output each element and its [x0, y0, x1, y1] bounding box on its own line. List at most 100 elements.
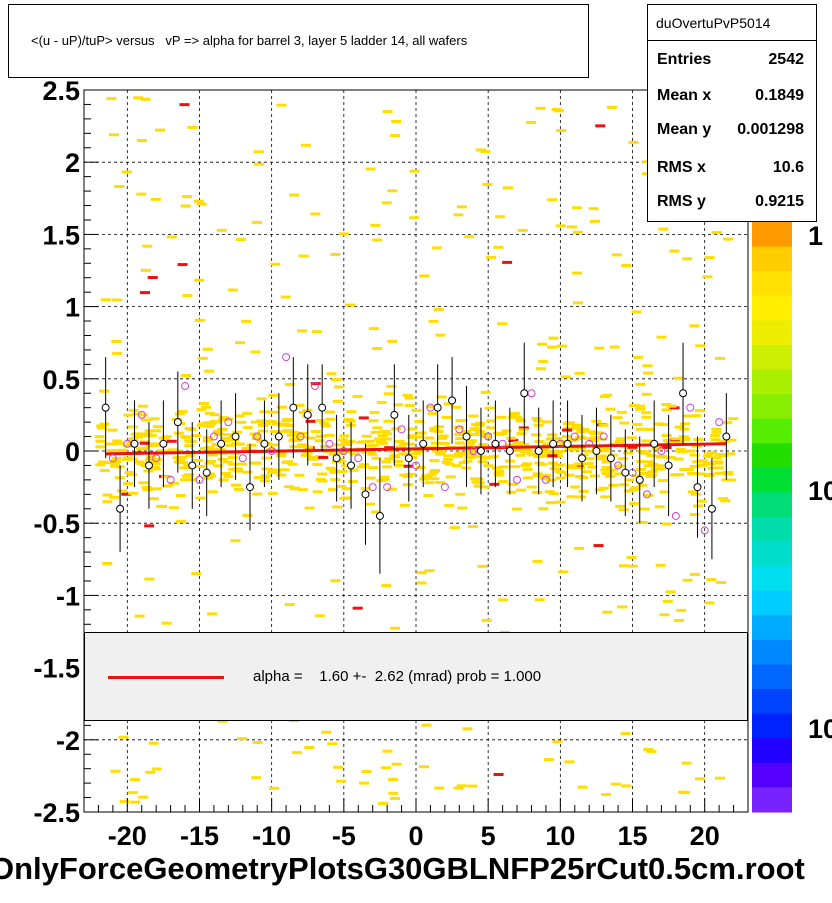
density-cell: [682, 578, 693, 582]
profile-point-black: [462, 432, 471, 441]
density-cell: [556, 471, 567, 475]
density-cell: [449, 526, 460, 530]
density-cell: [373, 437, 384, 441]
stats-row-mean-x: Mean x 0.1849: [648, 79, 816, 115]
density-cell: [674, 473, 685, 477]
density-cell: [220, 439, 231, 443]
density-cell: [237, 737, 248, 741]
density-cell: [465, 441, 476, 445]
density-cell: [566, 495, 577, 499]
density-cell: [407, 427, 418, 431]
density-cell: [723, 237, 734, 241]
density-cell: [725, 452, 736, 456]
density-cell: [471, 423, 482, 427]
density-cell: [233, 487, 244, 491]
density-cell: [658, 227, 669, 231]
density-cell: [228, 456, 239, 460]
density-cell: [212, 429, 223, 433]
density-cell: [390, 134, 401, 138]
density-cell: [669, 406, 680, 410]
density-cell: [250, 350, 261, 354]
density-cell: [336, 779, 347, 783]
density-cell: [501, 429, 512, 433]
density-cell: [343, 418, 354, 422]
density-cell: [282, 429, 293, 433]
density-cell: [404, 404, 415, 408]
density-cell: [456, 432, 467, 436]
density-cell: [411, 408, 422, 412]
profile-point-magenta: [440, 483, 449, 492]
density-cell: [122, 456, 133, 460]
profile-point-black: [390, 410, 399, 419]
density-cell: [618, 457, 629, 461]
profile-point-black: [116, 504, 125, 513]
density-cell: [136, 139, 147, 143]
density-cell: [370, 223, 381, 227]
density-cell: [718, 497, 729, 501]
density-cell: [551, 463, 562, 467]
density-cell: [327, 488, 338, 492]
density-cell: [365, 444, 376, 448]
density-cell: [620, 732, 631, 736]
density-cell: [470, 427, 481, 431]
density-cell: [678, 435, 689, 439]
density-cell: [547, 454, 558, 458]
density-cell: [145, 770, 156, 774]
density-cell: [643, 493, 654, 497]
density-cell: [558, 570, 569, 574]
density-cell: [455, 437, 466, 441]
density-cell: [480, 390, 491, 394]
palette-swatch: [752, 566, 792, 592]
density-cell: [669, 249, 680, 253]
density-cell: [222, 433, 233, 437]
density-cell: [540, 473, 551, 477]
profile-point-magenta: [570, 432, 579, 441]
density-cell: [325, 417, 336, 421]
density-cell: [349, 452, 360, 456]
density-cell: [241, 446, 252, 450]
density-cell: [430, 468, 441, 472]
density-cell: [282, 418, 293, 422]
profile-point-black: [433, 403, 442, 412]
density-cell: [635, 407, 646, 411]
density-cell: [276, 451, 287, 455]
profile-point-magenta: [383, 483, 392, 492]
density-cell: [187, 126, 198, 130]
profile-point-black: [621, 468, 630, 477]
density-cell: [268, 393, 279, 397]
y-tick-label: -1.5: [33, 654, 80, 684]
density-cell: [428, 319, 439, 323]
density-cell: [601, 460, 612, 464]
density-cell: [710, 438, 721, 442]
density-cell: [407, 434, 418, 438]
density-cell: [94, 435, 105, 439]
density-cell: [414, 449, 425, 453]
density-cell: [377, 434, 388, 438]
density-cell: [106, 97, 117, 101]
stats-value: 10.6: [772, 159, 804, 176]
palette-swatch: [752, 689, 792, 715]
density-cell: [618, 483, 629, 487]
density-cell: [621, 784, 632, 788]
density-cell: [409, 216, 420, 220]
density-cell: [102, 500, 113, 504]
density-cell: [310, 382, 321, 386]
density-cell: [426, 473, 437, 477]
density-cell: [551, 450, 562, 454]
density-cell: [141, 418, 152, 422]
density-cell: [253, 150, 264, 154]
density-cell: [102, 561, 113, 565]
density-cell: [464, 235, 475, 239]
density-cell: [330, 579, 341, 583]
density-cell: [560, 375, 571, 379]
palette-label: 1: [808, 221, 823, 251]
density-cell: [388, 791, 399, 795]
profile-point-black: [664, 461, 673, 470]
profile-point-black: [188, 461, 197, 470]
density-cell: [467, 784, 478, 788]
density-cell: [359, 463, 370, 467]
density-cell: [537, 342, 548, 346]
density-cell: [402, 483, 413, 487]
density-cell: [587, 465, 598, 469]
density-cell: [600, 495, 611, 499]
